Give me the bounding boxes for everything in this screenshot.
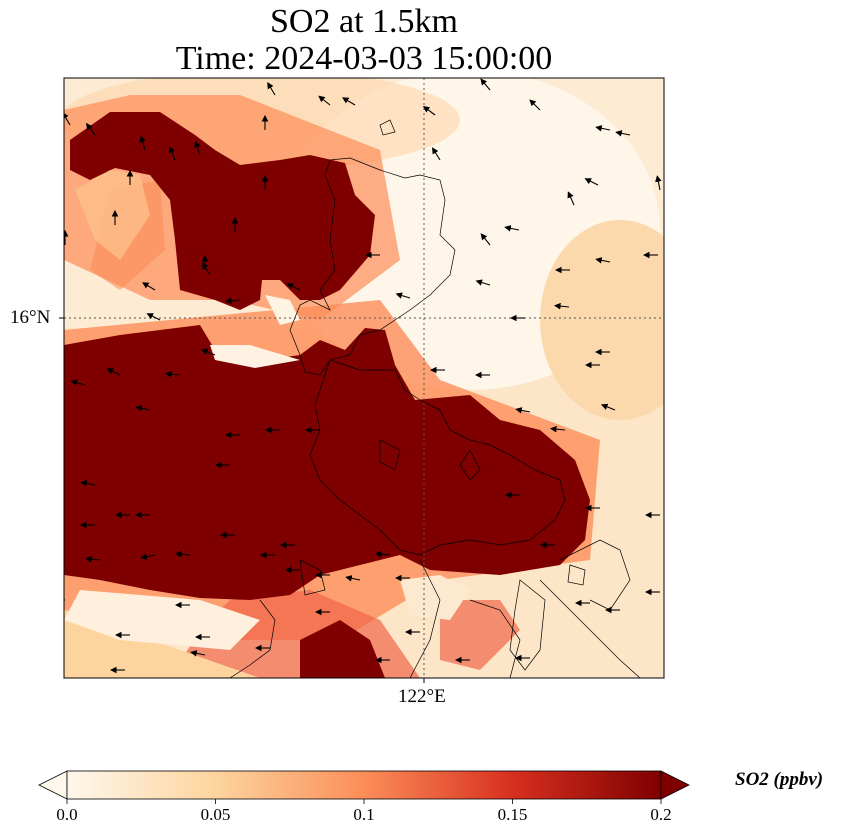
wind-arrow (342, 97, 356, 106)
colorbar-extend-low (38, 770, 68, 800)
wind-arrow (395, 292, 411, 299)
colorbar-tick: 0.2 (650, 805, 672, 824)
wind-arrow (139, 135, 146, 151)
wind-arrow (595, 257, 611, 264)
wind-arrow (567, 191, 575, 206)
colorbar (38, 770, 690, 804)
wind-arrow (504, 225, 520, 232)
wind-arrow (584, 178, 599, 186)
wind-arrow (529, 99, 541, 111)
wind-arrow (655, 175, 662, 191)
wind-arrow (615, 130, 631, 137)
wind-arrow (146, 313, 161, 321)
wind-arrow (164, 370, 181, 378)
colorbar-extend-high (660, 770, 690, 800)
latitude-label: 16°N (10, 307, 51, 328)
map-field (64, 78, 664, 678)
wind-arrow (431, 147, 441, 161)
colorbar-tick: 0.1 (353, 805, 375, 824)
colorbar-label: SO2 (ppbv) (735, 769, 824, 790)
colorbar-gradient (66, 770, 662, 800)
wind-arrow (345, 575, 361, 582)
wind-arrow (85, 122, 96, 136)
wind-arrow (140, 553, 156, 560)
wind-arrow (553, 302, 570, 310)
colorbar-tick: 0.05 (200, 805, 231, 824)
longitude-label: 122°E (398, 686, 446, 707)
wind-arrow (201, 262, 211, 276)
wind-arrow (374, 550, 391, 558)
wind-arrow (318, 95, 331, 106)
wind-arrow (224, 297, 241, 305)
wind-arrow (194, 140, 201, 156)
so2-plume (64, 112, 590, 678)
wind-arrow (135, 405, 151, 412)
wind-arrow (475, 279, 491, 286)
title-line-1: SO2 at 1.5km (270, 3, 458, 40)
colorbar-tick: 0.15 (497, 805, 528, 824)
wind-arrow (595, 125, 611, 132)
so2-map (59, 77, 665, 683)
wind-arrow (106, 368, 121, 376)
wind-arrow (422, 105, 436, 116)
colorbar-tick: 0.0 (56, 805, 78, 824)
wind-arrow (515, 407, 531, 414)
wind-arrows (64, 78, 662, 674)
wind-arrow (174, 550, 191, 558)
wind-arrow (190, 650, 206, 657)
gridlines (64, 78, 664, 678)
wind-arrow (80, 480, 96, 487)
wind-arrow (200, 348, 216, 356)
wind-arrow (142, 282, 156, 291)
coastlines (229, 119, 641, 678)
wind-arrow (64, 112, 71, 126)
wind-arrow (600, 403, 616, 411)
wind-arrow (168, 145, 176, 161)
wind-arrow (286, 283, 301, 291)
map-frame (63, 77, 665, 679)
wind-arrow (267, 82, 276, 96)
title-line-2: Time: 2024-03-03 15:00:00 (175, 40, 553, 77)
wind-arrow (480, 78, 491, 91)
wind-arrow (549, 425, 566, 433)
wind-arrow (70, 379, 86, 386)
wind-arrow (84, 555, 101, 563)
wind-arrow (480, 233, 491, 246)
